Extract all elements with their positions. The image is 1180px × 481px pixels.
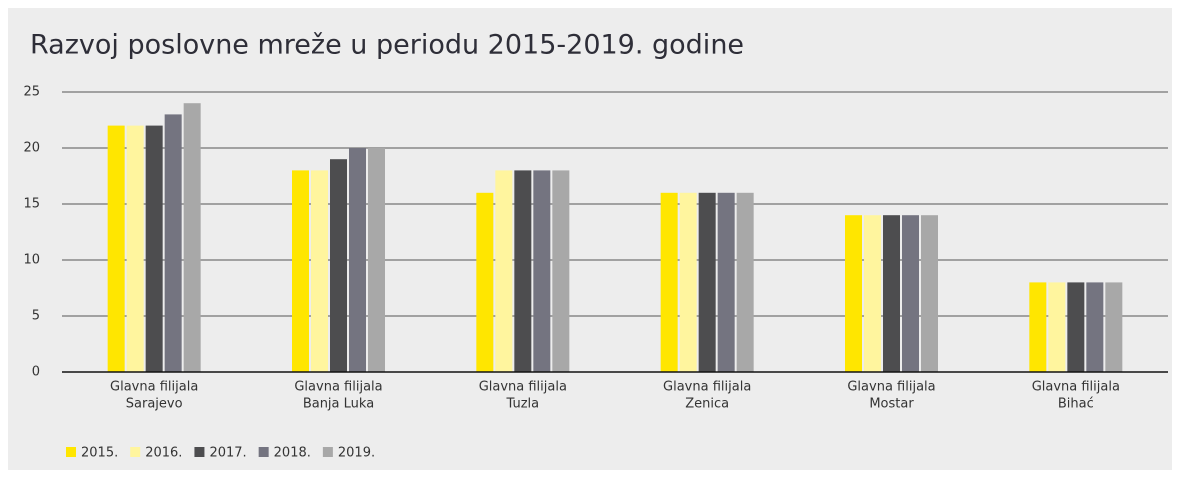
y-tick-label: 20 [23,141,40,156]
bar [368,148,385,372]
bar [107,125,125,372]
legend-label: 2016. [145,446,182,461]
bar [514,170,532,372]
x-tick-label: Sarajevo [126,397,183,412]
legend-label: 2019. [338,446,375,461]
x-tick-label: Glavna filijala [294,380,382,395]
bar [1029,282,1047,372]
bar [1086,282,1104,372]
bar [164,114,182,373]
x-tick-label: Glavna filijala [847,380,935,395]
x-tick-label: Glavna filijala [663,380,751,395]
bar [311,170,328,372]
bar [495,170,513,372]
legend-swatch [66,447,76,457]
bar [660,192,678,372]
x-tick-label: Tuzla [506,397,540,412]
bar [864,215,881,372]
bar [698,192,716,372]
chart-title: Razvoj poslovne mreže u periodu 2015-201… [30,30,744,61]
bar [330,159,347,372]
x-tick-label: Glavna filijala [110,380,198,395]
bar [921,215,938,372]
legend-swatch [322,447,333,457]
legend-label: 2017. [209,446,246,461]
bar [552,170,570,372]
x-tick-label: Bihać [1058,397,1094,412]
x-tick-label: Glavna filijala [1032,380,1120,395]
bar [1105,282,1123,372]
bar [679,192,697,372]
bar [145,125,163,372]
y-tick-label: 5 [32,309,40,324]
bar [349,148,366,372]
bar [1048,282,1066,372]
bar [717,192,735,372]
bar [183,103,201,372]
bar [845,215,862,372]
panel [8,8,1172,470]
y-tick-label: 15 [23,197,40,212]
legend-swatch [194,447,205,457]
bar [902,215,919,372]
x-tick-label: Zenica [685,397,729,412]
legend-label: 2018. [274,446,311,461]
x-tick-label: Mostar [869,397,914,412]
bar [883,215,900,372]
legend-label: 2015. [81,446,118,461]
bar [1067,282,1085,372]
bar [126,125,144,372]
y-tick-label: 10 [23,253,40,268]
x-tick-label: Banja Luka [303,397,374,412]
x-tick-label: Glavna filijala [479,380,567,395]
y-tick-label: 25 [23,85,40,100]
bar [476,192,494,372]
y-tick-label: 0 [32,365,40,380]
bar [533,170,551,372]
bar [292,170,309,372]
legend-swatch [130,447,141,457]
bar [736,192,754,372]
legend-swatch [258,447,269,457]
